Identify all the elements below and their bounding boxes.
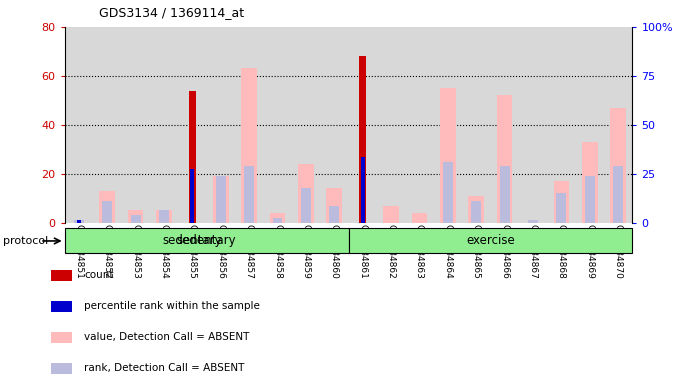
Bar: [298, 164, 313, 223]
Bar: [121, 27, 150, 223]
Text: count: count: [84, 270, 114, 280]
Bar: [497, 95, 513, 223]
Bar: [51, 332, 72, 343]
Bar: [93, 27, 121, 223]
Bar: [189, 91, 196, 223]
Text: exercise: exercise: [466, 235, 515, 247]
Bar: [241, 68, 257, 223]
Bar: [190, 169, 194, 223]
Bar: [99, 191, 115, 223]
Bar: [301, 189, 311, 223]
Bar: [604, 27, 632, 223]
Text: rank, Detection Call = ABSENT: rank, Detection Call = ABSENT: [84, 363, 245, 373]
Bar: [263, 27, 292, 223]
Bar: [131, 215, 141, 223]
Bar: [611, 108, 626, 223]
Bar: [443, 162, 453, 223]
Bar: [490, 27, 519, 223]
Bar: [528, 220, 538, 223]
Text: value, Detection Call = ABSENT: value, Detection Call = ABSENT: [84, 332, 250, 342]
Bar: [235, 27, 263, 223]
Bar: [359, 56, 367, 223]
Bar: [377, 27, 405, 223]
Bar: [384, 205, 399, 223]
Bar: [547, 27, 575, 223]
Bar: [74, 220, 84, 223]
Bar: [178, 27, 207, 223]
Bar: [440, 88, 456, 223]
Bar: [65, 228, 348, 253]
Bar: [556, 194, 566, 223]
Bar: [326, 189, 342, 223]
Bar: [348, 27, 377, 223]
Bar: [405, 27, 434, 223]
Bar: [244, 166, 254, 223]
Text: percentile rank within the sample: percentile rank within the sample: [84, 301, 260, 311]
Bar: [471, 201, 481, 223]
Bar: [216, 176, 226, 223]
Bar: [329, 205, 339, 223]
Bar: [613, 166, 623, 223]
Bar: [159, 210, 169, 223]
Bar: [128, 210, 143, 223]
Bar: [411, 213, 427, 223]
Bar: [292, 27, 320, 223]
Bar: [270, 213, 286, 223]
Bar: [213, 176, 228, 223]
Bar: [156, 210, 172, 223]
Bar: [500, 166, 509, 223]
Bar: [65, 27, 93, 223]
Bar: [77, 220, 81, 223]
Bar: [150, 27, 178, 223]
Bar: [51, 363, 72, 374]
Text: sedentary: sedentary: [177, 235, 237, 247]
Bar: [462, 27, 490, 223]
Bar: [554, 181, 569, 223]
Bar: [434, 27, 462, 223]
Bar: [348, 228, 632, 253]
Bar: [585, 176, 595, 223]
Text: sedentary: sedentary: [163, 235, 222, 247]
Bar: [320, 27, 348, 223]
Bar: [102, 201, 112, 223]
Bar: [207, 27, 235, 223]
Bar: [469, 196, 484, 223]
Text: protocol: protocol: [3, 236, 49, 246]
Bar: [582, 142, 598, 223]
Bar: [575, 27, 604, 223]
Text: GDS3134 / 1369114_at: GDS3134 / 1369114_at: [99, 6, 243, 19]
Bar: [519, 27, 547, 223]
Bar: [360, 157, 365, 223]
Bar: [51, 301, 72, 312]
Bar: [273, 218, 282, 223]
Bar: [51, 270, 72, 281]
